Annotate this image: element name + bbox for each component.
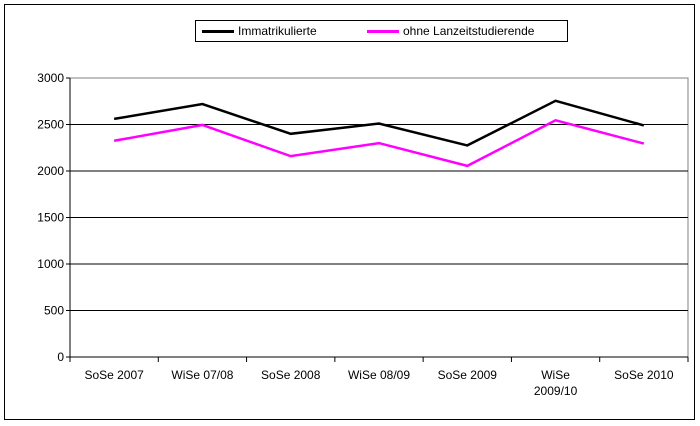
legend-item-immatrikulierte: Immatrikulierte xyxy=(202,21,317,41)
series-line-1 xyxy=(113,118,645,168)
y-tick-label-3: 1500 xyxy=(37,211,64,225)
series-line-0 xyxy=(113,99,645,147)
y-tick-label-6: 3000 xyxy=(37,71,64,85)
chart-frame xyxy=(4,4,695,420)
legend-label-immatrikulierte: Immatrikulierte xyxy=(238,24,317,38)
y-tick-label-1: 500 xyxy=(44,304,64,318)
x-tick-label-2: SoSe 2008 xyxy=(261,368,321,382)
x-tick-label-1: WiSe 07/08 xyxy=(171,368,233,382)
x-tick-label-6: SoSe 2010 xyxy=(614,368,674,382)
x-tick-label-4: SoSe 2009 xyxy=(438,368,498,382)
legend-label-ohne-lanzeitstudierende: ohne Lanzeitstudierende xyxy=(403,24,535,38)
y-tick-label-0: 0 xyxy=(57,350,64,364)
y-tick-label-4: 2000 xyxy=(37,164,64,178)
legend-swatch-immatrikulierte xyxy=(202,29,234,33)
x-tick-label-0: SoSe 2007 xyxy=(84,368,144,382)
legend: Immatrikulierte ohne Lanzeitstudierende xyxy=(195,20,568,42)
legend-swatch-ohne-lanzeitstudierende xyxy=(367,29,399,33)
y-tick-label-2: 1000 xyxy=(37,257,64,271)
y-tick-label-5: 2500 xyxy=(37,118,64,132)
x-tick-label-3: WiSe 08/09 xyxy=(348,368,410,382)
legend-item-ohne-lanzeitstudierende: ohne Lanzeitstudierende xyxy=(367,21,534,41)
x-tick-label-5: WiSe 2009/10 xyxy=(534,368,578,398)
